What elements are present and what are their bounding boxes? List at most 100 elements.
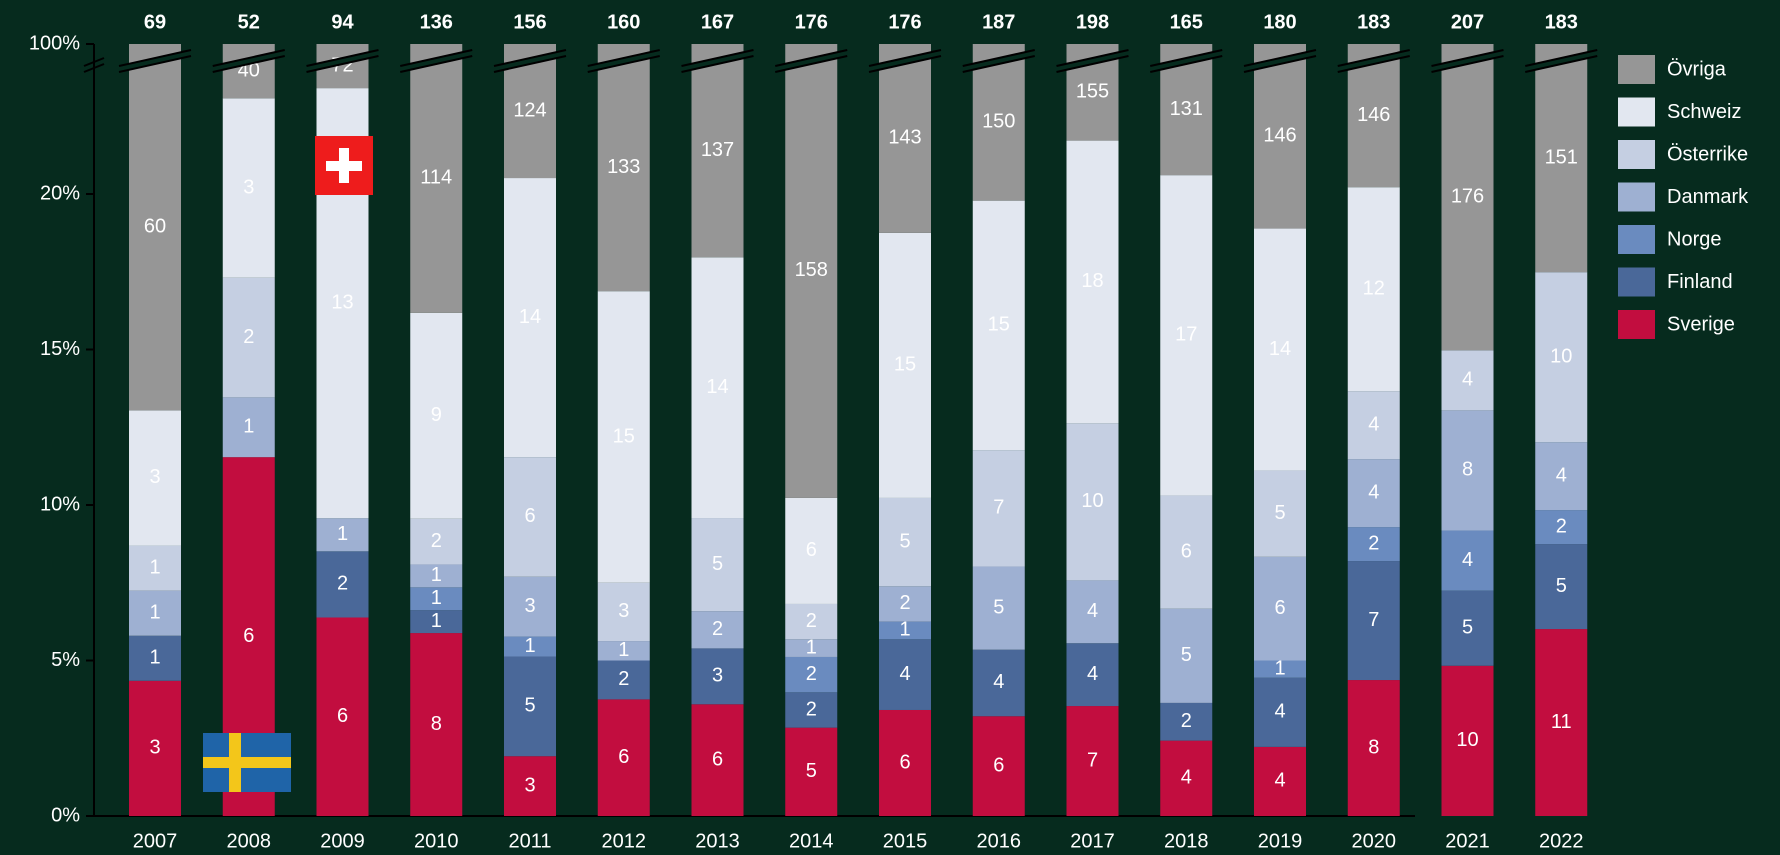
segment-label: 5 bbox=[1462, 616, 1473, 638]
segment-label: 60 bbox=[144, 215, 166, 237]
segment-label: 146 bbox=[1263, 125, 1296, 147]
bar-segment bbox=[785, 639, 838, 657]
total-label: 183 bbox=[1357, 11, 1390, 33]
segment-label: 4 bbox=[1556, 464, 1567, 486]
segment-label: 6 bbox=[337, 705, 348, 727]
x-tick-label: 2012 bbox=[602, 830, 647, 852]
bar-segment bbox=[222, 44, 275, 99]
break-mark bbox=[1243, 55, 1317, 73]
legend-label: Sverige bbox=[1667, 313, 1735, 335]
flag-sweden bbox=[203, 733, 291, 792]
segment-label: 1 bbox=[149, 601, 160, 623]
total-label: 94 bbox=[331, 11, 354, 33]
axis-break bbox=[119, 50, 191, 72]
segment-label: 11 bbox=[1551, 711, 1572, 733]
total-label: 69 bbox=[144, 11, 166, 33]
segment-label: 2 bbox=[1368, 532, 1379, 554]
bar-segment bbox=[1066, 580, 1119, 644]
break-mark bbox=[493, 55, 567, 73]
break-mark bbox=[1431, 55, 1504, 73]
axis-break bbox=[1431, 50, 1504, 72]
x-tick-label: 2014 bbox=[789, 830, 834, 852]
legend-label: Österrike bbox=[1667, 143, 1748, 165]
bar-segment bbox=[1254, 556, 1306, 661]
bar-segment bbox=[129, 545, 181, 591]
segment-label: 124 bbox=[513, 99, 546, 121]
bar-segment bbox=[785, 44, 838, 498]
legend-swatch bbox=[1618, 182, 1655, 212]
bar-segment bbox=[1066, 706, 1119, 816]
bar-segment bbox=[129, 635, 181, 681]
segment-label: 14 bbox=[1269, 338, 1291, 360]
bar-segment bbox=[504, 756, 556, 816]
segment-label: 1 bbox=[149, 647, 160, 669]
bar-segment bbox=[1160, 495, 1213, 609]
break-mark bbox=[493, 49, 567, 67]
segment-label: 6 bbox=[806, 539, 817, 561]
x-tick-label: 2007 bbox=[133, 830, 178, 852]
bar-segment bbox=[879, 232, 931, 498]
break-mark bbox=[1337, 49, 1410, 67]
segment-label: 143 bbox=[888, 127, 921, 149]
total-label: 198 bbox=[1076, 11, 1109, 33]
segment-label: 3 bbox=[712, 665, 723, 687]
total-label: 156 bbox=[513, 11, 546, 33]
legend-swatch bbox=[1618, 225, 1655, 254]
segment-label: 7 bbox=[993, 497, 1004, 519]
bar-segment bbox=[1535, 629, 1588, 816]
bar-segment bbox=[785, 603, 838, 640]
segment-label: 4 bbox=[1368, 481, 1379, 503]
bar-segment bbox=[597, 660, 650, 700]
total-label: 207 bbox=[1451, 11, 1484, 33]
bar-segment bbox=[1441, 410, 1494, 531]
bar-segment bbox=[410, 518, 463, 565]
axis-break bbox=[1056, 50, 1129, 72]
total-label: 176 bbox=[795, 11, 828, 33]
bar-segment bbox=[785, 656, 838, 693]
bar-segment bbox=[1254, 677, 1306, 747]
y-tick-label: 100% bbox=[29, 32, 80, 54]
segment-label: 4 bbox=[1181, 767, 1192, 789]
break-mark bbox=[868, 55, 942, 73]
segment-label: 1 bbox=[149, 556, 160, 578]
segment-label: 133 bbox=[607, 156, 640, 178]
break-mark bbox=[118, 55, 192, 73]
y-tick-label: 0% bbox=[51, 804, 80, 826]
segment-label: 12 bbox=[1363, 277, 1385, 299]
bar-segment bbox=[129, 590, 181, 636]
segment-label: 131 bbox=[1170, 98, 1203, 120]
break-mark bbox=[1431, 49, 1504, 67]
x-tick-label: 2022 bbox=[1539, 830, 1584, 852]
segment-label: 4 bbox=[1274, 701, 1285, 723]
bar-segment bbox=[972, 716, 1025, 816]
segment-label: 4 bbox=[1087, 663, 1098, 685]
segment-label: 5 bbox=[524, 695, 535, 717]
total-label: 52 bbox=[238, 11, 260, 33]
segment-label: 6 bbox=[243, 625, 254, 647]
bar-segment bbox=[972, 450, 1025, 567]
segment-label: 2 bbox=[431, 530, 442, 552]
bar-segment bbox=[597, 44, 650, 292]
total-label: 187 bbox=[982, 11, 1015, 33]
x-tick-label: 2019 bbox=[1258, 830, 1303, 852]
bar-segment bbox=[410, 44, 463, 313]
bar-segment bbox=[972, 200, 1025, 451]
bar-segment bbox=[129, 680, 181, 816]
segment-label: 4 bbox=[1462, 549, 1473, 571]
bar-segment bbox=[1535, 510, 1588, 545]
legend-swatch bbox=[1618, 310, 1655, 339]
x-tick-label: 2011 bbox=[508, 830, 551, 852]
bar-segment bbox=[1441, 590, 1494, 666]
segment-label: 3 bbox=[618, 600, 629, 622]
break-mark bbox=[212, 49, 285, 67]
break-mark bbox=[587, 55, 660, 73]
total-label: 180 bbox=[1263, 11, 1296, 33]
segment-label: 114 bbox=[420, 167, 452, 189]
segment-label: 6 bbox=[1181, 540, 1192, 562]
bar-segment bbox=[1441, 665, 1494, 816]
bar-segment bbox=[879, 621, 931, 640]
y-tick-label: 15% bbox=[40, 338, 80, 360]
segment-label: 9 bbox=[431, 404, 442, 426]
total-label: 183 bbox=[1545, 11, 1578, 33]
